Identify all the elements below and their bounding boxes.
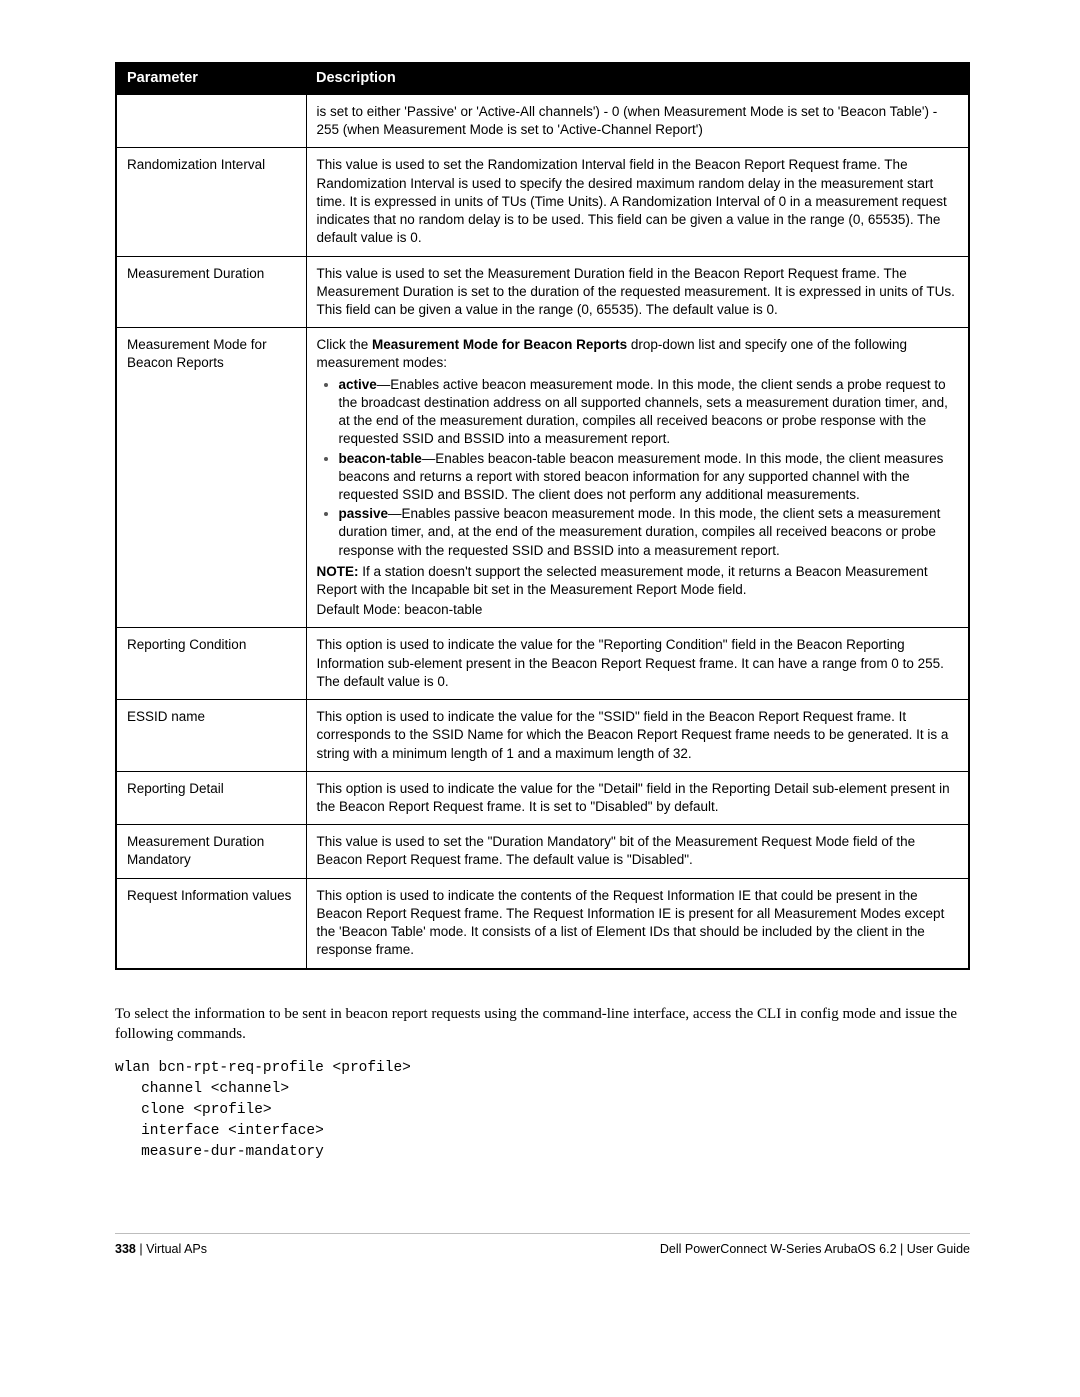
- footer-left: 338 | Virtual APs: [115, 1242, 207, 1256]
- description-default: Default Mode: beacon-table: [317, 601, 959, 619]
- table-cell-description: This option is used to indicate the valu…: [306, 771, 969, 824]
- footer-section: Virtual APs: [146, 1242, 207, 1256]
- table-cell-parameter: [116, 95, 306, 148]
- table-header-parameter: Parameter: [116, 62, 306, 95]
- table-cell-description: This option is used to indicate the cont…: [306, 878, 969, 968]
- page-footer: 338 | Virtual APs Dell PowerConnect W-Se…: [115, 1242, 970, 1256]
- footer-product: Dell PowerConnect W-Series ArubaOS 6.2: [660, 1242, 897, 1256]
- table-row: Measurement DurationThis value is used t…: [116, 256, 969, 328]
- table-cell-description: This value is used to set the Measuremen…: [306, 256, 969, 328]
- list-item: beacon-table—Enables beacon-table beacon…: [339, 450, 959, 505]
- footer-right: Dell PowerConnect W-Series ArubaOS 6.2 |…: [660, 1242, 970, 1256]
- parameter-table: Parameter Description is set to either '…: [115, 62, 970, 970]
- table-cell-description: This value is used to set the Randomizat…: [306, 148, 969, 256]
- table-cell-parameter: ESSID name: [116, 700, 306, 772]
- description-bullet-list: active—Enables active beacon measurement…: [317, 376, 959, 560]
- table-cell-parameter: Request Information values: [116, 878, 306, 968]
- table-cell-parameter: Randomization Interval: [116, 148, 306, 256]
- table-row: Request Information valuesThis option is…: [116, 878, 969, 968]
- table-cell-description: This option is used to indicate the valu…: [306, 700, 969, 772]
- table-row: ESSID nameThis option is used to indicat…: [116, 700, 969, 772]
- table-cell-description: is set to either 'Passive' or 'Active-Al…: [306, 95, 969, 148]
- table-cell-description: Click the Measurement Mode for Beacon Re…: [306, 328, 969, 628]
- table-cell-description: This value is used to set the "Duration …: [306, 825, 969, 878]
- table-body: is set to either 'Passive' or 'Active-Al…: [116, 95, 969, 969]
- table-row: Reporting DetailThis option is used to i…: [116, 771, 969, 824]
- body-paragraph: To select the information to be sent in …: [115, 1004, 970, 1045]
- table-header-description: Description: [306, 62, 969, 95]
- footer-page-number: 338: [115, 1242, 136, 1256]
- list-item: active—Enables active beacon measurement…: [339, 376, 959, 449]
- footer-doc-type: User Guide: [907, 1242, 970, 1256]
- table-row: is set to either 'Passive' or 'Active-Al…: [116, 95, 969, 148]
- table-cell-parameter: Reporting Detail: [116, 771, 306, 824]
- table-row: Randomization IntervalThis value is used…: [116, 148, 969, 256]
- table-cell-description: This option is used to indicate the valu…: [306, 628, 969, 700]
- table-cell-parameter: Measurement Mode for Beacon Reports: [116, 328, 306, 628]
- table-row: Measurement Duration MandatoryThis value…: [116, 825, 969, 878]
- table-cell-parameter: Reporting Condition: [116, 628, 306, 700]
- table-cell-parameter: Measurement Duration Mandatory: [116, 825, 306, 878]
- description-intro: Click the Measurement Mode for Beacon Re…: [317, 336, 959, 372]
- description-note: NOTE: If a station doesn't support the s…: [317, 563, 959, 599]
- table-row: Reporting ConditionThis option is used t…: [116, 628, 969, 700]
- list-item: passive—Enables passive beacon measureme…: [339, 505, 959, 560]
- footer-rule: [115, 1233, 970, 1234]
- cli-code-block: wlan bcn-rpt-req-profile <profile> chann…: [115, 1058, 970, 1163]
- table-row: Measurement Mode for Beacon Reports Click…: [116, 328, 969, 628]
- table-cell-parameter: Measurement Duration: [116, 256, 306, 328]
